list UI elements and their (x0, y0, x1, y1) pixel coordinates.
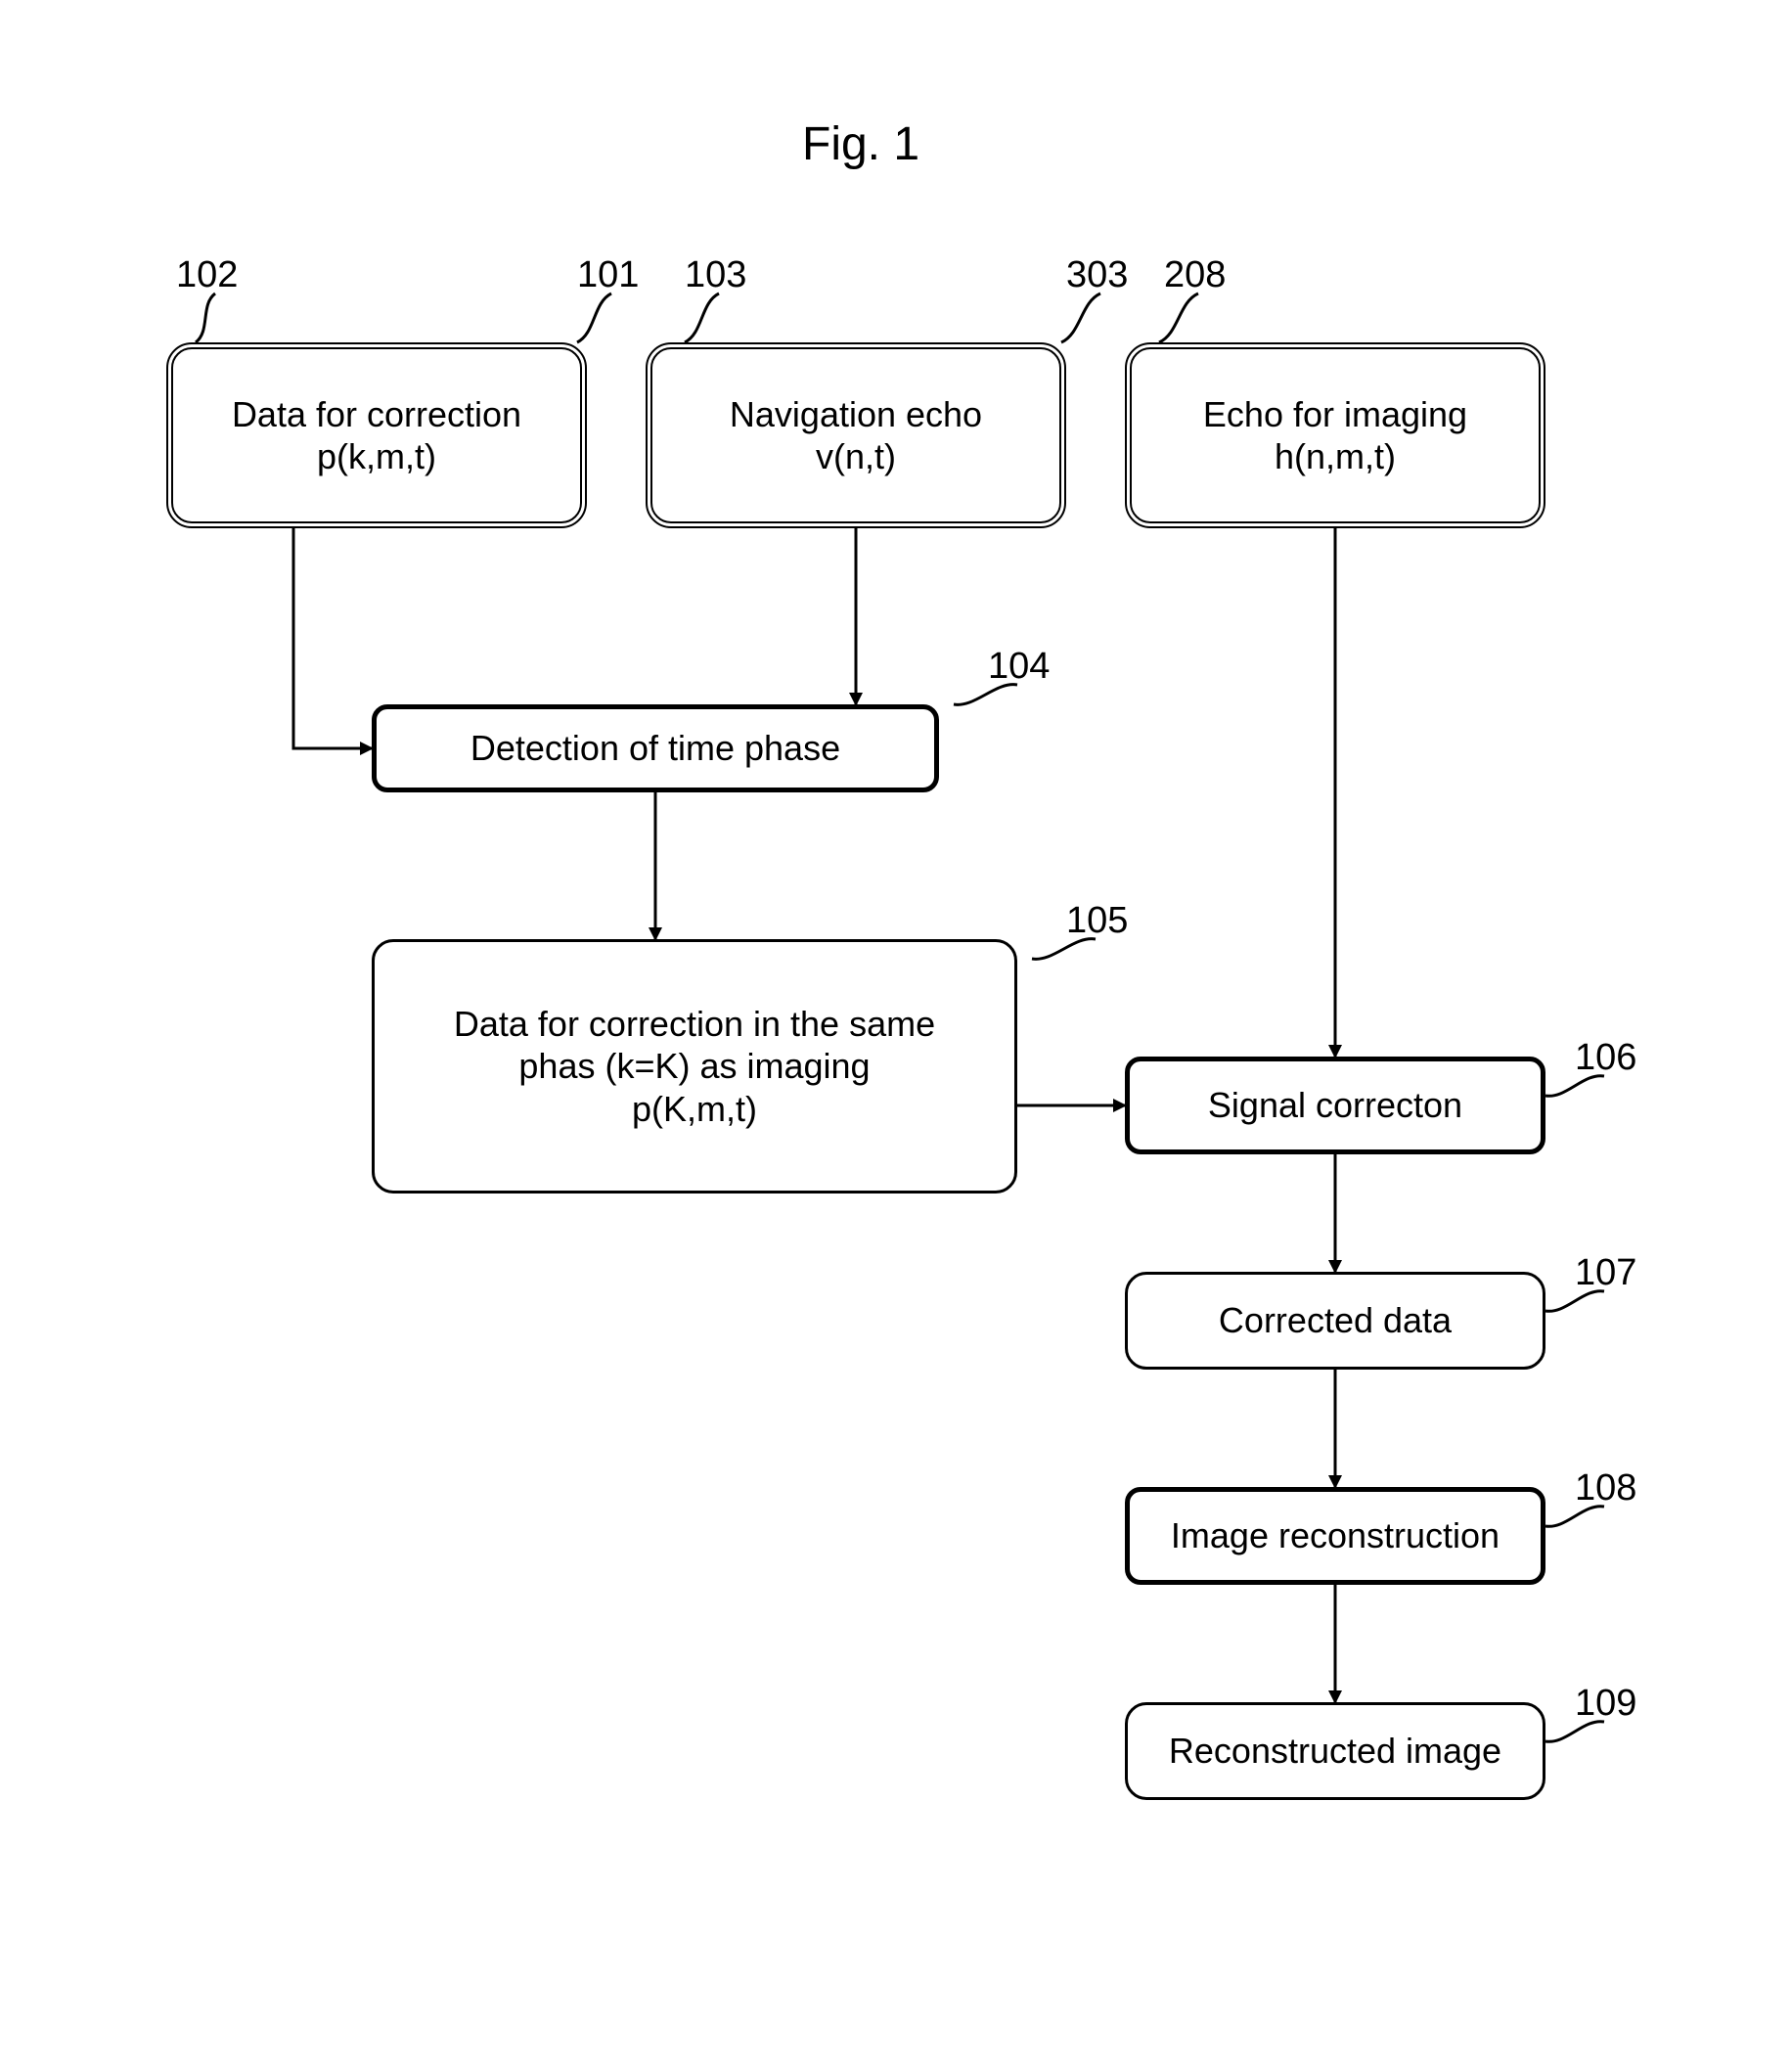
node-text: Detection of time phase (470, 727, 840, 769)
node-text: Data for correction in the same (454, 1003, 935, 1045)
node-navigation-echo: Navigation echo v(n,t) (646, 342, 1066, 528)
ref-label-102: 102 (176, 254, 238, 296)
node-corrected-data: Corrected data (1125, 1272, 1545, 1370)
node-echo-for-imaging: Echo for imaging h(n,m,t) (1125, 342, 1545, 528)
node-text: Reconstructed image (1169, 1730, 1501, 1772)
node-signal-correction: Signal correcton (1125, 1057, 1545, 1154)
node-text: Data for correction (232, 393, 521, 435)
ref-label-104: 104 (988, 646, 1050, 688)
ref-label-108: 108 (1575, 1467, 1636, 1509)
ref-label-303: 303 (1066, 254, 1128, 296)
diagram-canvas: Fig. 1 Data for correction p(k,m,t) Navi… (0, 0, 1791, 2072)
ref-label-105: 105 (1066, 900, 1128, 942)
ref-label-103: 103 (685, 254, 746, 296)
figure-title: Fig. 1 (802, 117, 919, 171)
node-data-correction-same-phase: Data for correction in the same phas (k=… (372, 939, 1017, 1194)
node-text: Signal correcton (1208, 1084, 1462, 1126)
node-text: p(K,m,t) (632, 1088, 757, 1130)
ref-label-106: 106 (1575, 1037, 1636, 1079)
ref-label-208: 208 (1164, 254, 1226, 296)
ref-label-109: 109 (1575, 1683, 1636, 1725)
node-text: Image reconstruction (1171, 1514, 1500, 1556)
node-text: h(n,m,t) (1275, 435, 1396, 477)
ref-label-101: 101 (577, 254, 639, 296)
node-text: v(n,t) (816, 435, 896, 477)
node-text: Echo for imaging (1203, 393, 1467, 435)
node-text: Corrected data (1219, 1299, 1452, 1341)
node-image-reconstruction: Image reconstruction (1125, 1487, 1545, 1585)
node-reconstructed-image: Reconstructed image (1125, 1702, 1545, 1800)
node-text: Navigation echo (730, 393, 982, 435)
node-text: phas (k=K) as imaging (518, 1045, 870, 1087)
node-detection-time-phase: Detection of time phase (372, 704, 939, 792)
ref-label-107: 107 (1575, 1252, 1636, 1294)
node-data-for-correction: Data for correction p(k,m,t) (166, 342, 587, 528)
node-text: p(k,m,t) (317, 435, 436, 477)
